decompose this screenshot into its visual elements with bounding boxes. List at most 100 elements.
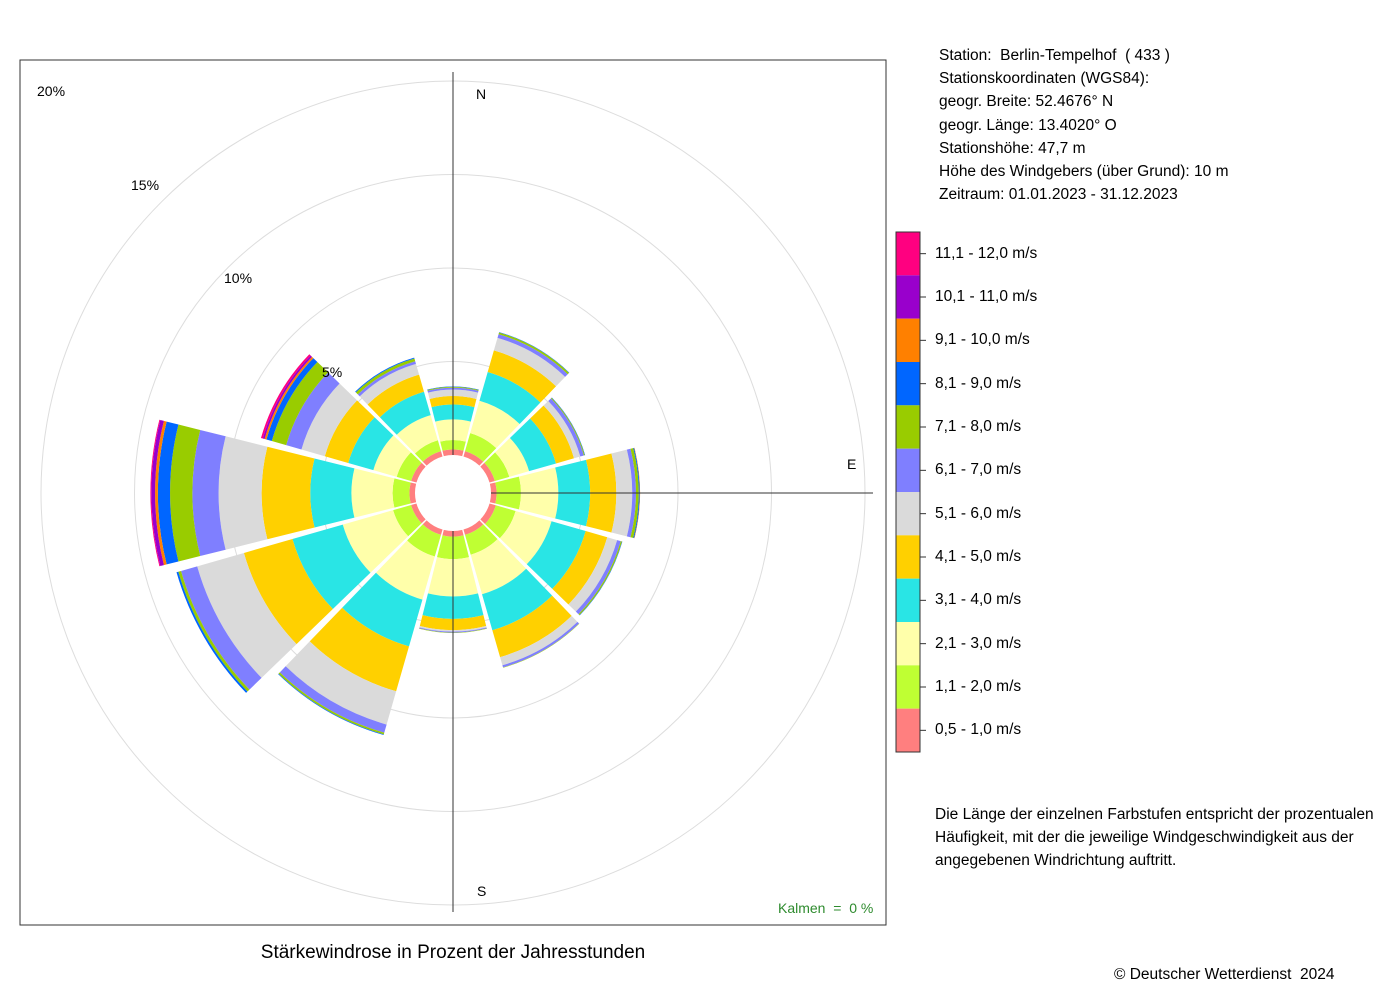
sector-30-band-3 [479,371,541,424]
sector-150-band-0 [463,520,484,535]
sector-90-band-6 [626,448,636,538]
sector-60-band-6 [548,398,584,457]
sector-270-band-3 [310,458,355,528]
sector-270-band-6 [192,429,226,557]
station-info: Station: Berlin-Tempelhof ( 433 ) Statio… [939,44,1228,206]
sector-120 [480,503,623,616]
sector-120-band-1 [485,505,516,539]
ring-label-20: 20% [37,83,66,99]
legend-swatch-1 [896,665,920,709]
sector-330-band-0 [422,451,443,466]
sector-150 [463,520,580,668]
sector-240-band-5 [197,552,297,678]
legend-label-9: 9,1 - 10,0 m/s [935,331,1030,349]
sector-60-band-0 [480,462,495,483]
sector-210-band-6 [279,666,387,733]
sector-0-band-6 [427,387,479,393]
legend-label-10: 10,1 - 11,0 m/s [935,288,1038,305]
sector-270-band-4 [261,446,315,540]
sector-120-band-4 [552,531,608,605]
sector-210-band-0 [422,520,443,535]
sector-240-band-0 [411,503,426,524]
period: Zeitraum: 01.01.2023 - 31.12.2023 [939,186,1178,204]
sector-210-band-4 [309,607,410,692]
sector-270-band-1 [392,478,411,508]
sector-240 [176,503,426,693]
legend-swatch-0 [896,708,920,752]
sector-300-band-6 [286,372,340,450]
sector-180-band-6 [419,627,487,633]
sector-30-band-6 [497,334,568,377]
sector-270 [150,419,417,567]
sector-30 [463,332,570,466]
legend-swatch-11 [896,232,920,276]
legend-swatch-8 [896,362,920,406]
sector-300-band-8 [266,358,318,442]
sector-150-band-3 [482,568,553,631]
sector-0-band-8 [427,386,479,390]
sector-330-band-7 [355,358,416,395]
wind-sectors [150,332,641,735]
explanation-note: Die Länge der einzelnen Farbstufen entsp… [935,806,1374,869]
sector-330-band-5 [359,363,420,405]
legend-label-7: 7,1 - 8,0 m/s [935,418,1022,435]
sector-270-band-5 [218,436,268,550]
sector-0-band-7 [427,386,479,391]
sector-330-band-3 [379,391,431,435]
sector-30-band-0 [463,451,484,466]
sector-30-band-5 [493,337,566,387]
sector-270-band-0 [409,482,417,504]
legend-label-11: 11,1 - 12,0 m/s [935,244,1038,262]
sector-150-band-5 [500,615,578,666]
sector-60-band-1 [484,452,510,481]
sector-90-band-8 [633,447,640,539]
sector-270-band-8 [157,421,179,565]
sector-300-band-1 [396,452,422,481]
sector-210-band-5 [285,641,397,725]
sector-300-band-2 [373,435,411,477]
sector-330-band-2 [396,415,438,454]
coords-heading: Stationskoordinaten (WGS84): [939,70,1150,88]
compass-axes [452,72,873,912]
legend-label-1: 1,1 - 2,0 m/s [935,678,1022,695]
sector-240-band-1 [393,505,422,537]
sector-60-band-4 [530,405,575,464]
longitude: geogr. Länge: 13.4020° O [939,116,1117,134]
legend-swatch-4 [896,535,920,579]
sector-120-band-6 [575,540,621,615]
sector-210-band-2 [375,540,435,600]
legend-swatch-5 [896,492,920,536]
legend-label-8: 8,1 - 9,0 m/s [935,374,1022,392]
sector-120-band-3 [526,521,586,589]
sector-270-band-9 [155,420,167,566]
sector-240-band-4 [243,539,333,645]
sector-120-band-5 [568,537,618,612]
sector-270-band-7 [170,424,201,562]
ring-label-15: 15% [131,177,160,193]
sector-300-band-7 [271,362,329,446]
sector-120-band-2 [499,510,552,565]
sector-120-band-0 [480,503,496,524]
sector-60-band-3 [509,418,557,472]
sector-210 [278,520,443,735]
sector-300-band-0 [411,462,426,483]
sector-300-band-3 [348,417,394,471]
sector-240-band-3 [292,524,371,610]
sector-150-band-2 [470,539,527,595]
sector-180-band-7 [419,628,487,633]
legend-swatch-3 [896,578,920,622]
sector-330-band-1 [414,440,441,462]
legend-label-6: 6,1 - 7,0 m/s [935,461,1022,479]
latitude: geogr. Breite: 52.4676° N [939,93,1114,111]
legend-swatch-7 [896,405,920,449]
sector-210-band-3 [342,572,423,647]
sector-30-band-2 [470,400,520,449]
sector-90-band-7 [630,448,639,538]
sector-300-band-4 [324,400,375,463]
sector-210-band-1 [407,524,441,557]
east-label: E [847,456,857,472]
plot-frame [19,59,887,926]
sector-270-band-11 [150,419,161,567]
legend-border [895,231,921,753]
